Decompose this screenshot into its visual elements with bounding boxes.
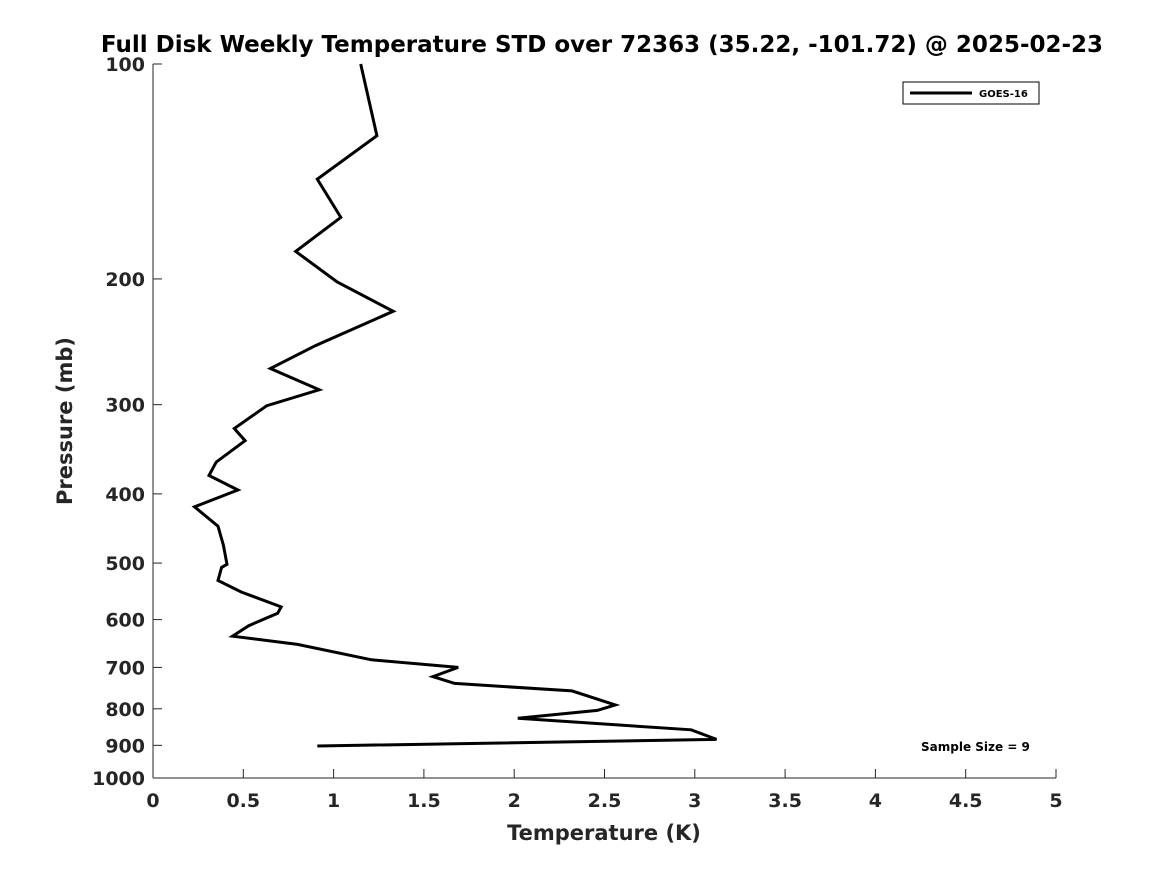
y-tick-label: 600 [105,610,145,632]
x-tick-label: 2.5 [588,790,622,812]
y-tick-label: 200 [105,269,145,291]
legend-label: GOES-16 [979,89,1028,100]
y-tick-label: 500 [105,553,145,575]
x-tick-label: 4.5 [949,790,983,812]
x-tick-label: 3 [688,790,701,812]
y-tick-labels: 100 200 300 400 500 600 700 800 900 1000 [92,54,162,790]
y-tick-label: 800 [105,699,145,721]
y-tick-label: 900 [105,735,145,757]
x-tick-label: 1 [327,790,340,812]
x-tick-label: 1.5 [407,790,441,812]
y-tick-label: 400 [105,484,145,506]
sample-size-annotation: Sample Size = 9 [921,740,1030,754]
legend: GOES-16 [902,81,1040,105]
y-tick-label: 100 [105,54,145,76]
x-tick-label: 0.5 [226,790,260,812]
x-tick-label: 5 [1049,790,1062,812]
x-tick-label: 3.5 [768,790,802,812]
y-tick-label: 700 [105,657,145,679]
x-tick-label: 0 [146,790,159,812]
x-tick-label: 2 [508,790,521,812]
x-tick-labels: 0 0.5 1 1.5 2 2.5 3 3.5 4 4.5 5 [146,769,1063,812]
y-axis-label: Pressure (mb) [53,337,77,505]
series-line-goes-16 [191,63,718,748]
y-tick-label: 1000 [92,768,145,790]
series-layer [191,63,718,748]
chart-title: Full Disk Weekly Temperature STD over 72… [101,32,1103,58]
x-axis-label: Temperature (K) [507,821,701,845]
x-tick-label: 4 [869,790,882,812]
y-tick-label: 300 [105,395,145,417]
